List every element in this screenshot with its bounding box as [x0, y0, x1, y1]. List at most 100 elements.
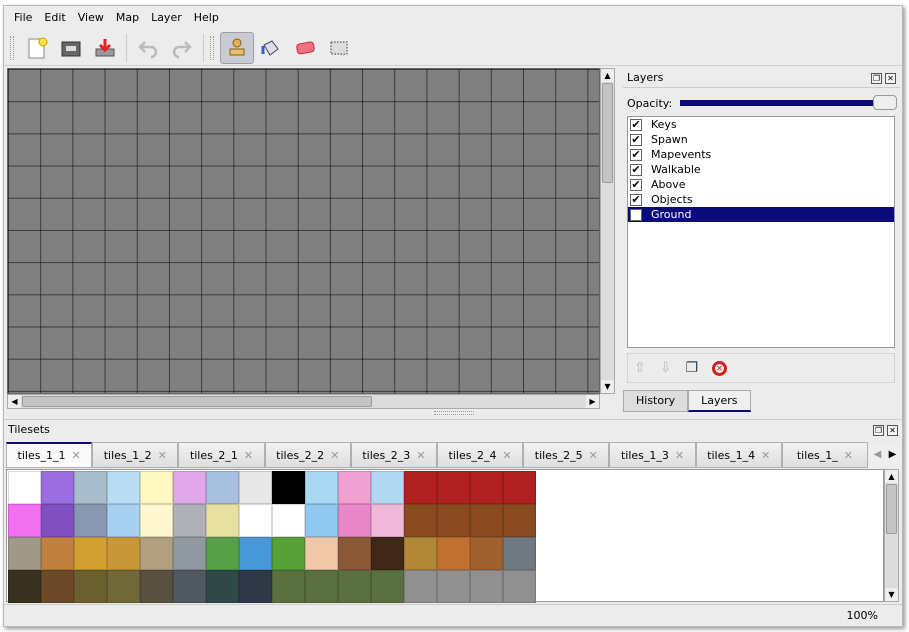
float-icon[interactable]: ❐ [871, 73, 882, 84]
menu-help[interactable]: Help [193, 11, 219, 24]
tile[interactable] [107, 471, 140, 504]
tile[interactable] [305, 537, 338, 570]
tile[interactable] [107, 504, 140, 537]
tile[interactable] [140, 471, 173, 504]
scroll-down-arrow[interactable]: ▼ [601, 380, 614, 393]
tile[interactable] [8, 471, 41, 504]
menu-file[interactable]: File [14, 11, 33, 24]
tile[interactable] [74, 537, 107, 570]
tab-layers[interactable]: Layers [688, 390, 751, 412]
tile[interactable] [503, 537, 536, 570]
tile[interactable] [404, 471, 437, 504]
close-tab-icon[interactable]: ✕ [330, 448, 340, 462]
float-icon[interactable]: ❐ [873, 425, 884, 436]
close-tab-icon[interactable]: ✕ [416, 448, 426, 462]
tileset-tab[interactable]: tiles_2_1 ✕ [178, 442, 265, 468]
tileset-tab[interactable]: tiles_2_4 ✕ [437, 442, 524, 468]
tile[interactable] [404, 570, 437, 603]
open-button[interactable] [54, 32, 88, 64]
tile[interactable] [239, 570, 272, 603]
tile[interactable] [338, 504, 371, 537]
tile[interactable] [503, 570, 536, 603]
rect-select-button[interactable] [322, 32, 356, 64]
tileset-tab[interactable]: tiles_2_5 ✕ [523, 442, 610, 468]
close-tab-icon[interactable]: ✕ [843, 448, 853, 462]
tab-scroll-left-icon[interactable]: ◀ [870, 444, 885, 466]
close-tab-icon[interactable]: ✕ [761, 448, 771, 462]
visibility-checkbox[interactable]: ✔ [630, 117, 642, 131]
tile[interactable] [8, 504, 41, 537]
tile[interactable] [173, 570, 206, 603]
map-vertical-scrollbar[interactable]: ▲ ▼ [600, 68, 615, 394]
tile[interactable] [107, 570, 140, 603]
scroll-left-arrow[interactable]: ◀ [8, 395, 21, 408]
scroll-thumb[interactable] [22, 396, 372, 407]
visibility-checkbox[interactable]: ✔ [630, 147, 642, 161]
tile[interactable] [272, 570, 305, 603]
menu-map[interactable]: Map [115, 11, 140, 24]
eraser-button[interactable] [288, 32, 322, 64]
tile[interactable] [140, 570, 173, 603]
tile[interactable] [338, 570, 371, 603]
scroll-thumb[interactable] [602, 83, 613, 183]
raise-layer-icon[interactable]: ⇧ [634, 360, 646, 376]
layer-item[interactable]: ✔ Walkable [628, 162, 894, 177]
tile-grid[interactable] [8, 471, 536, 603]
scroll-thumb[interactable] [886, 484, 897, 534]
tileset-tab[interactable]: tiles_1_4 ✕ [695, 442, 782, 468]
visibility-checkbox[interactable]: ✔ [630, 162, 642, 176]
tileset-tab[interactable]: tiles_2_3 ✕ [350, 442, 438, 468]
tile[interactable] [305, 504, 338, 537]
tileset-tab[interactable]: tiles_1_3 ✕ [609, 442, 696, 468]
tab-scroll-right-icon[interactable]: ▶ [885, 444, 900, 466]
tile[interactable] [239, 471, 272, 504]
delete-layer-icon[interactable]: ✕ [712, 360, 728, 376]
tile[interactable] [8, 537, 41, 570]
tile[interactable] [107, 537, 140, 570]
tile[interactable] [503, 471, 536, 504]
layer-item[interactable]: ✔ Ground [628, 207, 894, 222]
tile[interactable] [206, 471, 239, 504]
tile[interactable] [503, 504, 536, 537]
bucket-fill-button[interactable] [254, 32, 288, 64]
tile[interactable] [206, 504, 239, 537]
tile[interactable] [41, 471, 74, 504]
tile[interactable] [8, 570, 41, 603]
opacity-slider[interactable] [680, 95, 897, 110]
tile[interactable] [470, 471, 503, 504]
tile[interactable] [41, 537, 74, 570]
close-tab-icon[interactable]: ✕ [674, 448, 685, 462]
tile[interactable] [140, 504, 173, 537]
new-button[interactable] [20, 32, 54, 64]
lower-layer-icon[interactable]: ⇩ [659, 360, 672, 376]
tile[interactable] [437, 504, 470, 537]
tileset-tab[interactable]: tiles_1_1 ✕ [6, 442, 93, 468]
tile[interactable] [239, 504, 272, 537]
tile[interactable] [437, 537, 470, 570]
layer-item[interactable]: ✔ Spawn [628, 132, 894, 147]
tileset-view[interactable] [6, 469, 884, 603]
duplicate-layer-icon[interactable]: ❐ [685, 360, 699, 376]
tile[interactable] [74, 570, 107, 603]
tile[interactable] [173, 537, 206, 570]
visibility-checkbox[interactable]: ✔ [630, 132, 642, 146]
close-tab-icon[interactable]: ✕ [588, 448, 598, 462]
toolbar-grip[interactable] [10, 35, 14, 60]
tab-history[interactable]: History [623, 390, 689, 412]
scroll-up-arrow[interactable]: ▲ [601, 69, 614, 82]
menu-view[interactable]: View [77, 11, 104, 24]
tile[interactable] [404, 504, 437, 537]
scroll-down-arrow[interactable]: ▼ [885, 588, 898, 601]
tileset-tab[interactable]: tiles_2_2 ✕ [264, 442, 351, 468]
visibility-checkbox[interactable]: ✔ [630, 192, 642, 206]
splitter-handle[interactable] [434, 411, 474, 415]
tile[interactable] [305, 471, 338, 504]
tile[interactable] [173, 471, 206, 504]
close-icon[interactable]: ✕ [885, 73, 896, 84]
scroll-up-arrow[interactable]: ▲ [885, 470, 898, 483]
close-tab-icon[interactable]: ✕ [157, 448, 167, 462]
layer-item[interactable]: ✔ Objects [628, 192, 894, 207]
layer-item[interactable]: ✔ Keys [628, 117, 894, 132]
save-button[interactable] [88, 32, 122, 64]
tile[interactable] [404, 537, 437, 570]
